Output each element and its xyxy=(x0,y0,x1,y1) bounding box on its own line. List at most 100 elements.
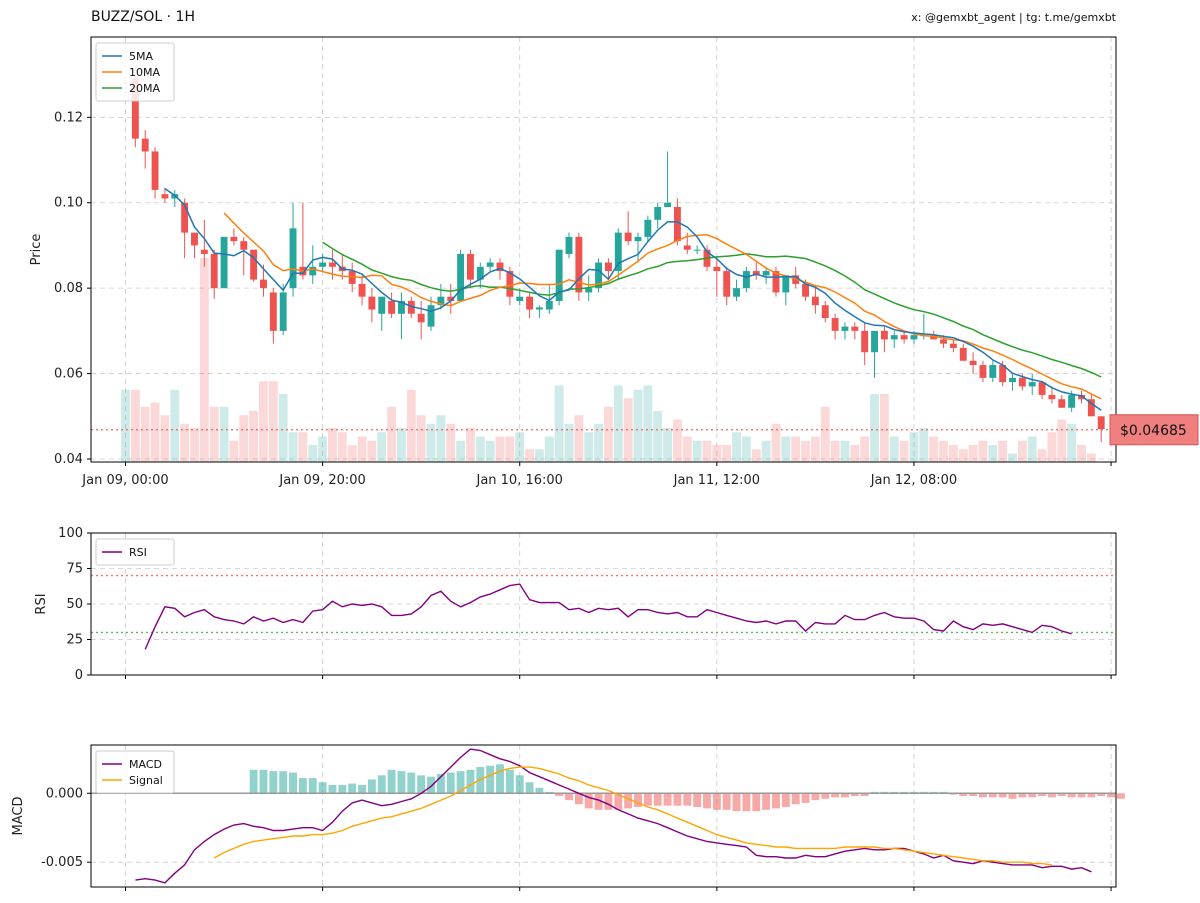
macd-ytick-label: 0.000 xyxy=(46,786,83,801)
volume-bar xyxy=(515,432,525,462)
candle-body xyxy=(378,296,386,314)
candle-body xyxy=(841,326,849,331)
candle-body xyxy=(161,194,169,199)
volume-bar xyxy=(879,394,889,462)
macd-histogram-bar xyxy=(407,772,416,794)
rsi-legend-label: RSI xyxy=(129,546,147,559)
macd-histogram-bar xyxy=(515,775,524,794)
macd-histogram-bar xyxy=(791,793,800,805)
candle-body xyxy=(1038,382,1046,395)
volume-bar xyxy=(741,436,751,462)
candle-body xyxy=(733,288,741,297)
volume-bar xyxy=(239,415,249,462)
macd-histogram-bar xyxy=(318,782,327,794)
candle-body xyxy=(900,335,908,340)
current-price-tag-box xyxy=(1109,414,1199,446)
macd-histogram-bar xyxy=(841,793,849,798)
volume-bar xyxy=(1047,432,1057,462)
candle-body xyxy=(516,296,524,301)
candle-body xyxy=(200,249,208,254)
volume-bar xyxy=(436,415,446,462)
candle-body xyxy=(535,307,543,310)
macd-histogram-bar xyxy=(565,793,573,801)
candle-body xyxy=(595,262,603,289)
volume-bar xyxy=(397,428,406,462)
volume-bar xyxy=(594,423,604,462)
macd-histogram-bar xyxy=(772,793,780,809)
volume-bar xyxy=(998,440,1008,462)
macd-histogram-bar xyxy=(535,787,544,794)
macd-histogram-bar xyxy=(1067,793,1076,798)
candle-body xyxy=(1028,382,1036,387)
volume-bar xyxy=(495,436,505,462)
volume-bar xyxy=(939,440,948,462)
signal-line xyxy=(213,766,1052,866)
price-legend-box xyxy=(95,42,175,102)
candle-body xyxy=(949,343,957,348)
volume-bar xyxy=(505,436,515,462)
macd-ytick-label: -0.005 xyxy=(41,855,83,870)
candle-body xyxy=(279,292,287,331)
candle-body xyxy=(398,300,405,314)
volume-bar xyxy=(259,381,268,462)
candle-body xyxy=(131,78,139,139)
volume-bar xyxy=(485,440,495,462)
candle-body xyxy=(959,347,967,361)
macd-histogram-bar xyxy=(742,793,751,812)
ma20-line xyxy=(322,241,1102,378)
macd-histogram-bar xyxy=(604,793,613,810)
candle-body xyxy=(1018,377,1026,387)
macd-histogram-bar xyxy=(249,769,258,794)
volume-bar xyxy=(150,402,160,462)
volume-bar xyxy=(525,449,535,462)
volume-bar xyxy=(1037,449,1047,462)
macd-legend-label: MACD xyxy=(129,758,162,771)
price-legend-label: 5MA xyxy=(129,50,153,63)
candle-body xyxy=(644,219,652,237)
candle-body xyxy=(220,236,228,289)
volume-bar xyxy=(899,440,909,462)
macd-histogram-bar xyxy=(496,764,504,794)
macd-histogram-bar xyxy=(574,793,583,805)
macd-legend-label: Signal xyxy=(129,774,163,787)
macd-histogram-bar xyxy=(781,793,790,808)
volume-bar xyxy=(781,436,791,462)
candle-body xyxy=(545,300,553,310)
volume-bar xyxy=(416,415,426,462)
macd-histogram-bar xyxy=(525,782,534,794)
volume-bar xyxy=(909,432,919,462)
price-frame xyxy=(90,36,1117,463)
price-xtick-label: Jan 09, 00:00 xyxy=(81,473,168,488)
price-xtick-label: Jan 12, 08:00 xyxy=(870,473,957,488)
candle-body xyxy=(427,305,435,327)
volume-bar xyxy=(958,449,968,462)
macd-histogram-bar xyxy=(673,793,682,806)
volume-bar xyxy=(209,406,219,462)
macd-legend-box xyxy=(95,750,175,794)
candle-body xyxy=(210,253,218,289)
candle-body xyxy=(240,241,248,250)
macd-histogram-bar xyxy=(732,793,741,812)
volume-bar xyxy=(268,381,278,462)
macd-histogram-bar xyxy=(436,773,445,794)
candle-body xyxy=(437,296,445,306)
volume-bar xyxy=(1077,445,1086,462)
macd-histogram-bar xyxy=(269,771,278,794)
volume-bar xyxy=(761,440,771,462)
price-panel: 0.04 0.06 0.08 0.10 0.12 Jan 09, 00:00 Jan 09,… xyxy=(29,36,1117,488)
macd-histogram-bar xyxy=(417,775,426,794)
volume-bar xyxy=(544,436,554,462)
candle-body xyxy=(742,271,750,289)
candle-body xyxy=(693,249,701,251)
price-legend-label: 10MA xyxy=(129,66,160,79)
volume-bar xyxy=(160,415,170,462)
macd-histogram-bar xyxy=(1008,793,1017,799)
macd-histogram-bar xyxy=(279,771,288,794)
price-ytick-label: 0.04 xyxy=(54,452,83,467)
volume-bar xyxy=(554,385,564,462)
rsi-axis-title: RSI xyxy=(34,593,49,614)
volume-bar xyxy=(889,436,899,462)
candle-body xyxy=(930,335,938,340)
rsi-ytick-label: 25 xyxy=(66,633,83,648)
